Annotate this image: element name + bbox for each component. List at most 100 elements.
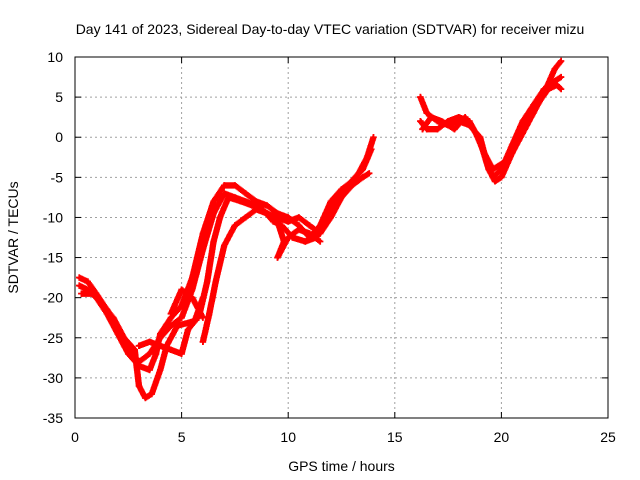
data-point	[359, 174, 367, 181]
series-track-9	[419, 81, 565, 173]
data-point	[502, 158, 509, 165]
data-point	[427, 113, 435, 121]
data-point	[472, 130, 480, 137]
data-point	[417, 117, 424, 125]
data-point	[545, 85, 552, 93]
data-point	[97, 298, 104, 305]
series-track-5	[199, 206, 324, 345]
data-point	[76, 282, 83, 289]
data-point	[306, 230, 313, 237]
data-point	[167, 310, 175, 317]
x-tick-label: 15	[387, 429, 403, 445]
data-layer	[76, 57, 565, 402]
y-axis-label: SDTVAR / TECUs	[5, 181, 21, 293]
data-point	[76, 274, 83, 281]
data-point	[146, 350, 153, 358]
data-point	[274, 210, 281, 217]
data-point	[189, 294, 196, 301]
x-tick-label: 20	[494, 429, 510, 445]
y-tick-label: -20	[43, 290, 63, 306]
data-point	[253, 206, 260, 213]
data-point	[417, 93, 424, 101]
data-point	[295, 226, 303, 233]
data-point	[157, 330, 164, 337]
x-tick-label: 0	[71, 429, 79, 445]
data-point	[489, 166, 497, 173]
data-point	[451, 126, 458, 133]
chart-title: Day 141 of 2023, Sidereal Day-to-day VTE…	[76, 21, 585, 37]
data-point	[461, 113, 469, 121]
data-point	[557, 57, 565, 65]
data-point	[498, 174, 505, 181]
data-point	[216, 214, 224, 221]
data-point	[557, 73, 565, 81]
data-point	[78, 290, 85, 297]
data-point	[189, 274, 196, 281]
data-point	[135, 342, 143, 349]
data-point	[210, 238, 217, 245]
data-point	[263, 210, 271, 217]
data-point	[152, 350, 160, 358]
data-point	[88, 290, 96, 297]
data-point	[238, 198, 245, 205]
data-point	[146, 366, 153, 374]
data-point	[157, 342, 164, 349]
data-point	[199, 294, 207, 301]
data-point	[455, 113, 462, 121]
data-point	[423, 109, 430, 117]
data-point	[178, 350, 185, 358]
data-point	[206, 310, 213, 317]
data-point	[355, 170, 362, 177]
data-point	[212, 278, 219, 285]
y-tick-label: -35	[43, 410, 63, 426]
y-tick-label: -25	[43, 330, 63, 346]
data-point	[481, 150, 488, 157]
data-point	[199, 314, 207, 321]
x-axis-label: GPS time / hours	[288, 458, 395, 474]
data-point	[491, 178, 499, 185]
data-point	[248, 202, 256, 209]
data-point	[274, 218, 281, 225]
data-point	[295, 214, 303, 221]
data-point	[125, 350, 132, 358]
data-point	[225, 194, 232, 201]
data-point	[146, 338, 153, 345]
x-tick-label: 5	[178, 429, 186, 445]
data-point	[306, 222, 313, 229]
data-point	[178, 314, 185, 321]
data-point	[419, 126, 426, 133]
data-point	[344, 182, 352, 189]
data-point	[231, 222, 239, 229]
data-point	[178, 302, 185, 309]
data-point	[210, 198, 217, 205]
data-point	[363, 154, 371, 161]
data-point	[551, 65, 558, 73]
data-point	[178, 286, 185, 293]
y-tick-label: -10	[43, 209, 63, 225]
data-point	[242, 214, 249, 221]
y-tick-label: 5	[55, 89, 63, 105]
data-point	[221, 242, 228, 249]
data-point	[167, 346, 175, 354]
data-point	[553, 81, 561, 89]
x-tick-label: 25	[600, 429, 616, 445]
x-tick-label: 10	[280, 429, 296, 445]
plot-frame	[74, 56, 609, 419]
data-point	[148, 390, 155, 398]
data-point	[120, 334, 128, 341]
data-point	[536, 97, 543, 105]
data-point	[199, 338, 207, 345]
data-point	[84, 278, 91, 285]
tick-layer: 0 5 10 15 20 25 10 5 0 -5 -10 -15 -20 -25 -30 -35	[43, 49, 616, 445]
data-point	[174, 322, 181, 329]
data-point	[142, 394, 149, 402]
data-point	[302, 238, 309, 245]
data-point	[366, 170, 373, 177]
data-point	[221, 182, 228, 189]
data-point	[191, 318, 198, 325]
data-point	[557, 85, 565, 93]
data-point	[525, 113, 533, 121]
y-tick-label: -30	[43, 370, 63, 386]
y-tick-label: -15	[43, 250, 63, 266]
